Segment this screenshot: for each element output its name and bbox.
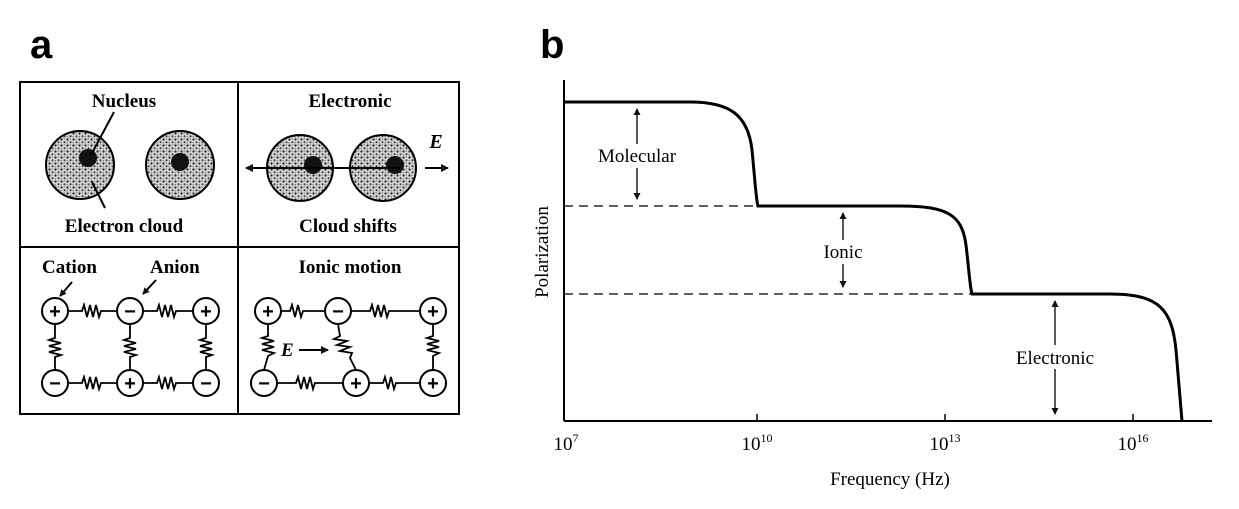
ion-cation bbox=[419, 369, 447, 397]
ion-cation bbox=[116, 369, 144, 397]
cell-electronic-polarization: Electronic E Cloud shifts bbox=[245, 91, 449, 237]
ion-sign: + bbox=[427, 301, 439, 323]
panel-a-letter: a bbox=[30, 23, 53, 67]
polarization-chart: 107 1010 1013 1016 Frequency (Hz) Polari… bbox=[532, 80, 1212, 490]
ion-cation bbox=[41, 297, 69, 325]
spring-vertical-left bbox=[45, 324, 65, 370]
polarization-curve bbox=[564, 100, 1184, 422]
ion-anion bbox=[192, 369, 220, 397]
nucleus-pointer bbox=[90, 111, 115, 156]
cell-ionic-lattice: Cation Anion + − + − + − bbox=[41, 257, 220, 397]
electron-cloud-label: Electron cloud bbox=[65, 216, 184, 237]
ionic-label-bg bbox=[813, 240, 873, 264]
electronic-label-bg bbox=[1003, 345, 1107, 369]
ion-sign: − bbox=[200, 373, 212, 395]
panel-a: a Nucleus Electron cloud Electronic E Cl… bbox=[19, 23, 460, 415]
ion-sign: + bbox=[427, 373, 439, 395]
shifted-nucleus-left bbox=[304, 156, 322, 174]
spring-bottom-left bbox=[68, 373, 117, 393]
x-tick-label: 1013 bbox=[930, 431, 961, 455]
ion-sign: − bbox=[124, 301, 136, 323]
spring-motion-bottom-left bbox=[277, 373, 343, 393]
x-tick-label: 1010 bbox=[742, 431, 773, 455]
spring-top-left bbox=[68, 301, 117, 321]
spring-motion-top-left bbox=[281, 301, 325, 321]
cation-pointer bbox=[59, 281, 73, 297]
ion-anion bbox=[250, 369, 278, 397]
spring-motion-top-right bbox=[351, 301, 420, 321]
ion-anion bbox=[324, 297, 352, 325]
anion-pointer bbox=[142, 279, 157, 295]
electronic-title: Electronic bbox=[308, 91, 391, 112]
panel-b-letter: b bbox=[540, 23, 564, 67]
ion-sign: + bbox=[350, 373, 362, 395]
ion-sign: + bbox=[49, 301, 61, 323]
y-axis-label: Polarization bbox=[532, 206, 553, 298]
ion-sign: + bbox=[200, 301, 212, 323]
x-tick-label: 107 bbox=[554, 431, 579, 455]
ion-sign: + bbox=[124, 373, 136, 395]
spring-bottom-right bbox=[143, 373, 193, 393]
nucleus-left bbox=[79, 149, 97, 167]
spring-motion-diagonal bbox=[331, 323, 357, 371]
field-label-electronic: E bbox=[428, 131, 442, 153]
ion-anion bbox=[41, 369, 69, 397]
spring-vertical-right bbox=[196, 324, 216, 370]
cation-label: Cation bbox=[42, 257, 97, 278]
ion-cation bbox=[419, 297, 447, 325]
atom-left bbox=[45, 130, 115, 200]
spring-top-right bbox=[143, 301, 193, 321]
ion-cation bbox=[342, 369, 370, 397]
shifted-nucleus-right bbox=[386, 156, 404, 174]
cell-ionic-motion: Ionic motion E + − + − + + bbox=[250, 257, 447, 397]
spring-motion-vertical-left bbox=[258, 324, 277, 371]
spring-motion-vertical-right bbox=[423, 324, 442, 370]
ion-cation bbox=[192, 297, 220, 325]
ion-sign: + bbox=[262, 301, 274, 323]
x-tick-label: 1016 bbox=[1118, 431, 1149, 455]
spring-motion-bottom-right bbox=[369, 373, 420, 393]
anion-label: Anion bbox=[150, 257, 200, 278]
cloud-shifts-label: Cloud shifts bbox=[299, 216, 397, 237]
ionic-motion-title: Ionic motion bbox=[299, 257, 402, 278]
ion-sign: − bbox=[49, 373, 61, 395]
panel-b: b 107 1010 1013 1016 Frequency (Hz) Pola… bbox=[532, 23, 1212, 490]
ion-sign: − bbox=[258, 373, 270, 395]
nucleus-right bbox=[171, 153, 189, 171]
x-axis-label: Frequency (Hz) bbox=[830, 469, 950, 490]
molecular-label-bg bbox=[586, 144, 688, 168]
electron-cloud-pointer bbox=[91, 181, 106, 209]
molecular-label: Molecular bbox=[598, 146, 677, 167]
ion-cation bbox=[254, 297, 282, 325]
nucleus-label: Nucleus bbox=[92, 91, 156, 112]
ionic-label: Ionic bbox=[823, 242, 862, 263]
ion-sign: − bbox=[332, 301, 344, 323]
electronic-label: Electronic bbox=[1016, 348, 1094, 369]
cell-atoms-unpolarized: Nucleus Electron cloud bbox=[45, 91, 215, 237]
spring-vertical-middle bbox=[120, 324, 140, 370]
field-label-ionic: E bbox=[280, 340, 294, 361]
ion-anion bbox=[116, 297, 144, 325]
